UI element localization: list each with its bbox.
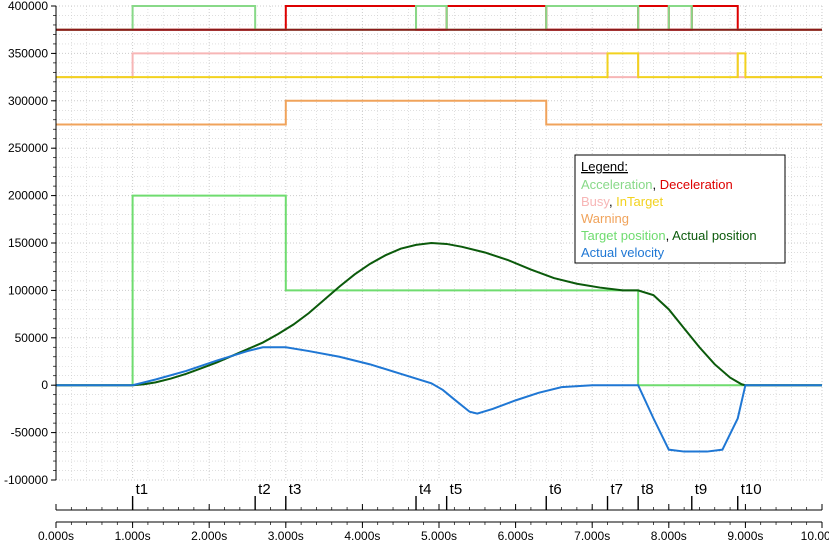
- x-tick-label: 6.000s: [498, 529, 534, 543]
- x-tick-label: 5.000s: [421, 529, 457, 543]
- legend-row: Busy, InTarget: [581, 194, 664, 209]
- t-marker-label: t2: [258, 481, 271, 498]
- t-marker-label: t10: [741, 481, 762, 498]
- legend-row: Acceleration, Deceleration: [581, 177, 733, 192]
- x-tick-label: 7.000s: [574, 529, 610, 543]
- legend-row: Target position, Actual position: [581, 228, 757, 243]
- t-marker-label: t1: [136, 481, 149, 498]
- y-tick-label: 350000: [8, 46, 48, 60]
- x-tick-label: 4.000s: [344, 529, 380, 543]
- x-tick-label: 1.000s: [115, 529, 151, 543]
- x-tick-label: 8.000s: [651, 529, 687, 543]
- x-tick-label: 9.000s: [727, 529, 763, 543]
- x-tick-label: 0.000s: [38, 529, 74, 543]
- y-tick-label: 250000: [8, 141, 48, 155]
- t-marker-label: t5: [450, 481, 463, 498]
- t-marker-label: t6: [549, 481, 562, 498]
- y-tick-label: -100000: [4, 473, 48, 487]
- y-tick-label: 150000: [8, 236, 48, 250]
- y-tick-label: 50000: [15, 331, 49, 345]
- t-marker-label: t7: [611, 481, 624, 498]
- y-tick-label: 0: [41, 378, 48, 392]
- x-tick-label: 10.000s: [801, 529, 829, 543]
- legend-title: Legend:: [581, 159, 628, 174]
- t-marker-label: t8: [641, 481, 654, 498]
- x-tick-label: 3.000s: [268, 529, 304, 543]
- t-marker-label: t9: [695, 481, 708, 498]
- y-tick-label: 200000: [8, 189, 48, 203]
- y-tick-label: 400000: [8, 0, 48, 13]
- y-tick-label: 300000: [8, 94, 48, 108]
- t-marker-label: t4: [419, 481, 432, 498]
- timing-chart: -100000 -50000 0 50000 100000 150000 200000 250…: [0, 0, 829, 547]
- x-tick-label: 2.000s: [191, 529, 227, 543]
- legend-row: Warning: [581, 211, 629, 226]
- t-marker-label: t3: [289, 481, 302, 498]
- y-tick-label: 100000: [8, 283, 48, 297]
- legend-row: Actual velocity: [581, 245, 665, 260]
- y-tick-label: -50000: [11, 426, 49, 440]
- legend: Legend: Acceleration, Deceleration Busy, I…: [575, 155, 785, 263]
